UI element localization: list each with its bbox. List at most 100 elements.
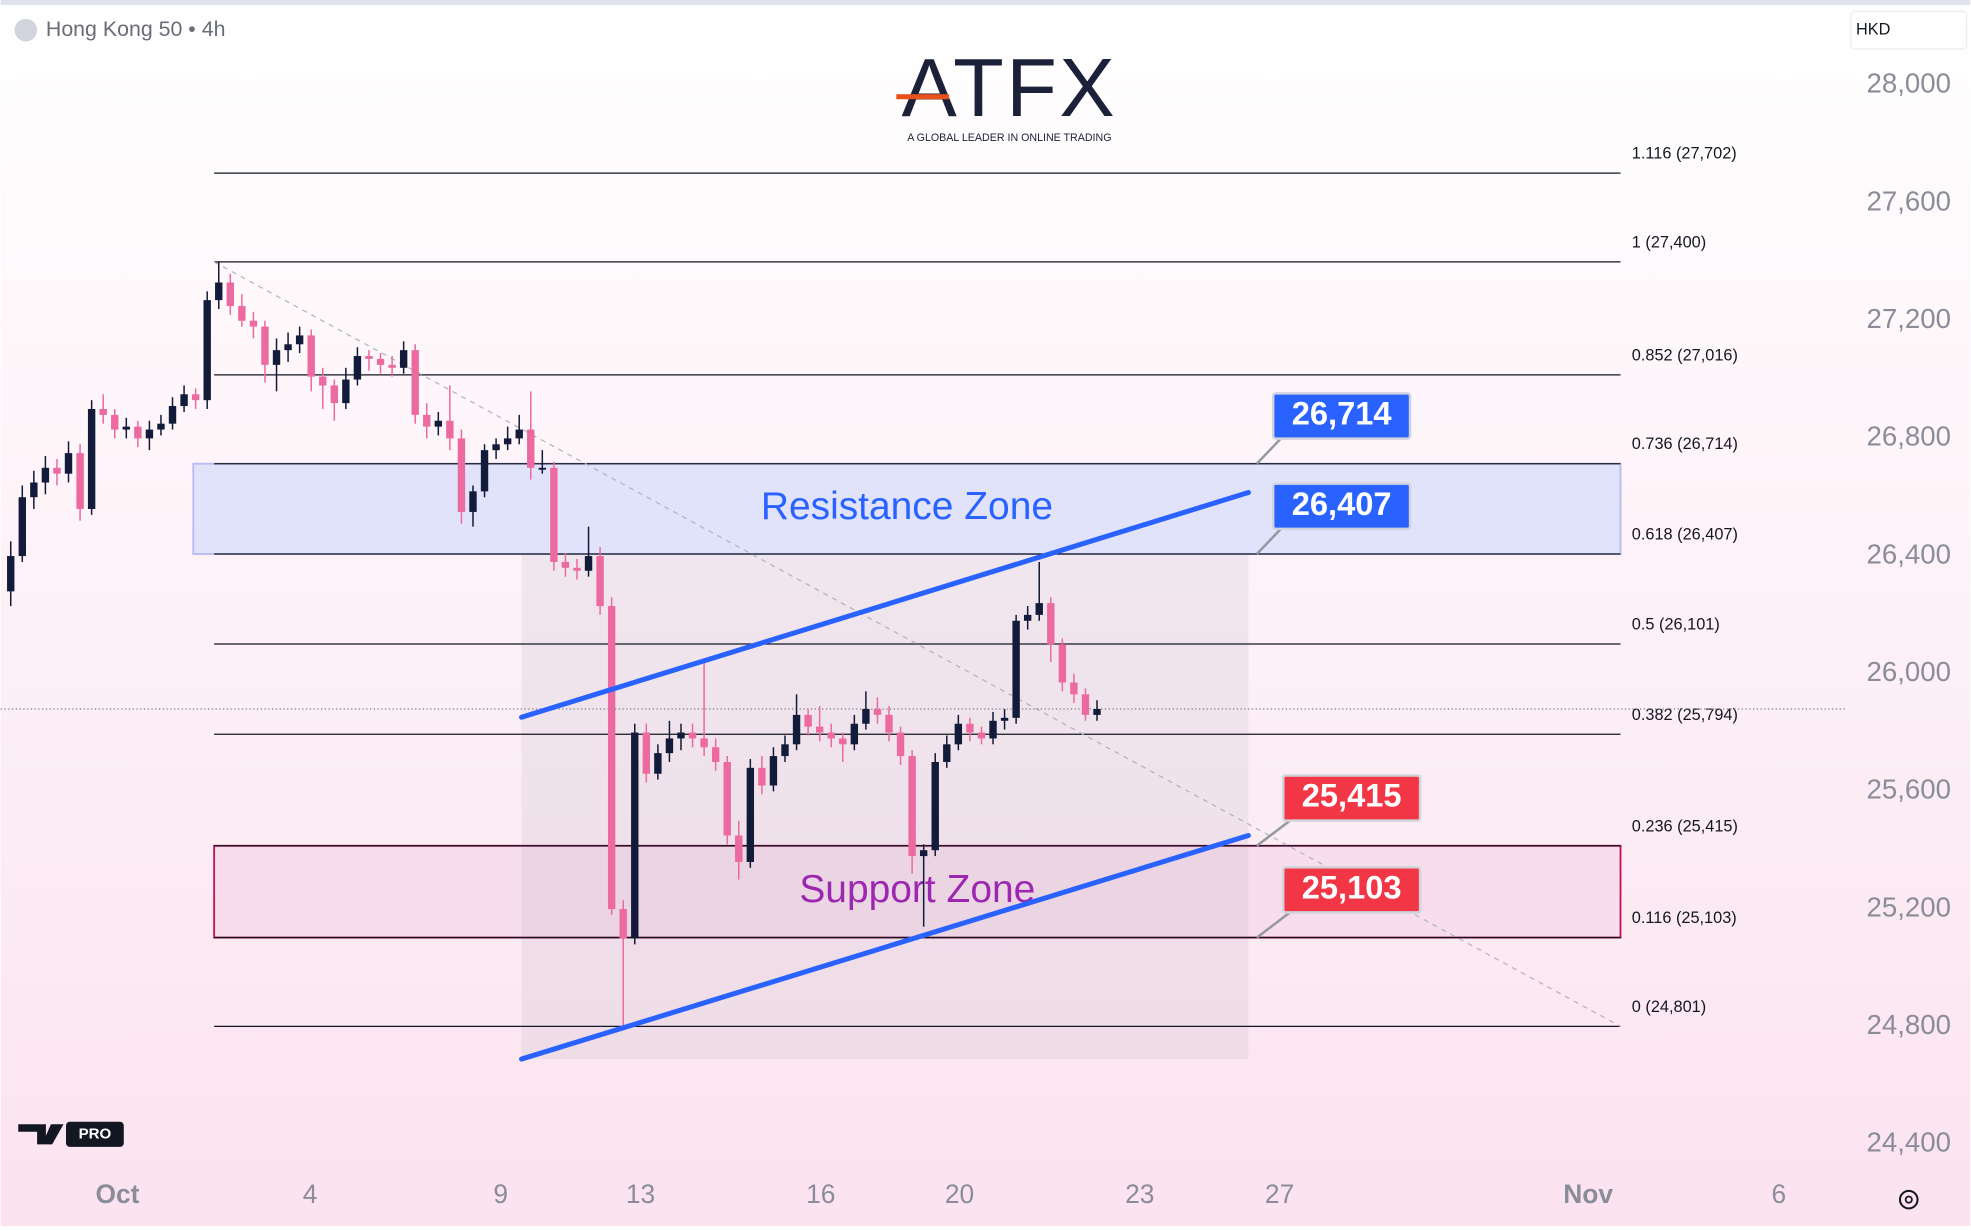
candle-body xyxy=(7,556,15,592)
x-tick-label: 27 xyxy=(1265,1179,1294,1209)
settings-icon[interactable] xyxy=(1898,1189,1919,1210)
candle-body xyxy=(688,732,697,739)
candle-body xyxy=(342,379,350,404)
currency[interactable]: HKD xyxy=(1856,20,1890,38)
candle-body xyxy=(561,561,570,568)
candle-body xyxy=(469,491,477,512)
candle-body xyxy=(503,438,512,445)
candle-body xyxy=(18,497,26,557)
candle-body xyxy=(885,714,893,733)
y-tick-label: 24,800 xyxy=(1867,1009,1952,1040)
fib-label: 0.736 (26,714) xyxy=(1632,435,1738,453)
candle-body xyxy=(758,767,766,786)
candle-body xyxy=(827,732,835,739)
callout-pointer xyxy=(1256,817,1295,847)
callout-pointer xyxy=(1256,908,1295,939)
fib-label: 0.382 (25,794) xyxy=(1632,706,1738,724)
candle-body xyxy=(515,429,523,439)
candle-body xyxy=(700,738,708,748)
candle-body xyxy=(99,408,107,415)
candle-body xyxy=(1000,717,1009,721)
zone-label: Resistance Zone xyxy=(761,485,1053,528)
candle-body xyxy=(399,350,408,368)
candle-body xyxy=(41,467,50,483)
currency-box[interactable] xyxy=(1850,10,1968,50)
candle-body xyxy=(550,467,558,562)
candle-body xyxy=(850,723,859,745)
candle-body xyxy=(607,606,616,910)
callout-label: 25,103 xyxy=(1302,868,1402,905)
logo-brand: ATFX xyxy=(901,41,1117,134)
candle-body xyxy=(319,376,327,386)
candle-body xyxy=(596,556,604,607)
candle-body xyxy=(145,429,154,439)
fib-label: 0.852 (27,016) xyxy=(1632,346,1738,364)
candle-body xyxy=(642,732,651,774)
candle-body xyxy=(1023,614,1032,621)
fib-label: 0 (24,801) xyxy=(1632,998,1706,1016)
candle-body xyxy=(584,556,593,571)
candle-body xyxy=(954,723,963,745)
candle-body xyxy=(735,835,743,862)
callout-box xyxy=(1271,392,1412,440)
x-tick-label: 23 xyxy=(1125,1179,1154,1209)
candle-body xyxy=(76,453,84,509)
candle-body xyxy=(989,720,997,739)
candle-body xyxy=(804,714,812,727)
candle-body xyxy=(284,344,292,351)
candle-body xyxy=(908,756,916,857)
tv-logo xyxy=(18,1124,64,1145)
candle-body xyxy=(365,356,373,359)
candle-body xyxy=(1093,709,1101,715)
candle-body xyxy=(353,356,362,380)
candle-body xyxy=(87,408,96,509)
top-bar xyxy=(0,0,1971,6)
candle-body xyxy=(457,438,466,512)
x-tick-label: 4 xyxy=(303,1179,318,1209)
candle-body xyxy=(1070,682,1078,695)
y-tick-label: 25,600 xyxy=(1867,774,1952,805)
candle-body xyxy=(781,744,789,757)
candle-body xyxy=(943,744,951,762)
candle-body xyxy=(157,423,165,430)
y-tick-label: 27,600 xyxy=(1867,185,1952,216)
candle-body xyxy=(238,306,246,321)
candle-body xyxy=(966,723,974,733)
candle-body xyxy=(746,767,755,862)
candle-body xyxy=(203,300,211,401)
x-tick-label: Nov xyxy=(1563,1179,1613,1209)
candle-body xyxy=(573,567,581,571)
x-tick-label: 6 xyxy=(1771,1179,1786,1209)
candle-body xyxy=(446,420,454,439)
candle-body xyxy=(272,350,281,365)
settings-icon-core[interactable] xyxy=(1904,1195,1913,1204)
candle-body xyxy=(111,414,119,430)
y-tick-label: 25,200 xyxy=(1867,891,1952,922)
candle-body xyxy=(862,709,870,724)
candle-body xyxy=(527,429,535,468)
candle-body xyxy=(631,732,639,939)
candle-body xyxy=(977,732,986,739)
range-shade xyxy=(521,553,1249,1060)
candle-body xyxy=(249,320,258,327)
callout-pointer xyxy=(1255,525,1285,555)
candle-body xyxy=(1012,620,1020,718)
callout-label: 26,407 xyxy=(1292,485,1392,522)
candle-body xyxy=(896,732,905,757)
candle-body xyxy=(122,426,130,430)
candle-body xyxy=(191,394,200,401)
y-tick-label: 26,000 xyxy=(1867,656,1952,687)
candle-body xyxy=(388,364,396,368)
candle-body xyxy=(723,761,731,836)
candle-body xyxy=(665,738,674,754)
badge: PRO xyxy=(79,1125,112,1142)
candle-body xyxy=(307,335,315,377)
x-tick-label: 9 xyxy=(493,1179,508,1209)
logo-accent xyxy=(896,94,950,100)
callout-box xyxy=(1281,865,1422,914)
candle-body xyxy=(1047,603,1055,645)
candle-body xyxy=(792,714,801,745)
candle-body xyxy=(619,909,627,939)
